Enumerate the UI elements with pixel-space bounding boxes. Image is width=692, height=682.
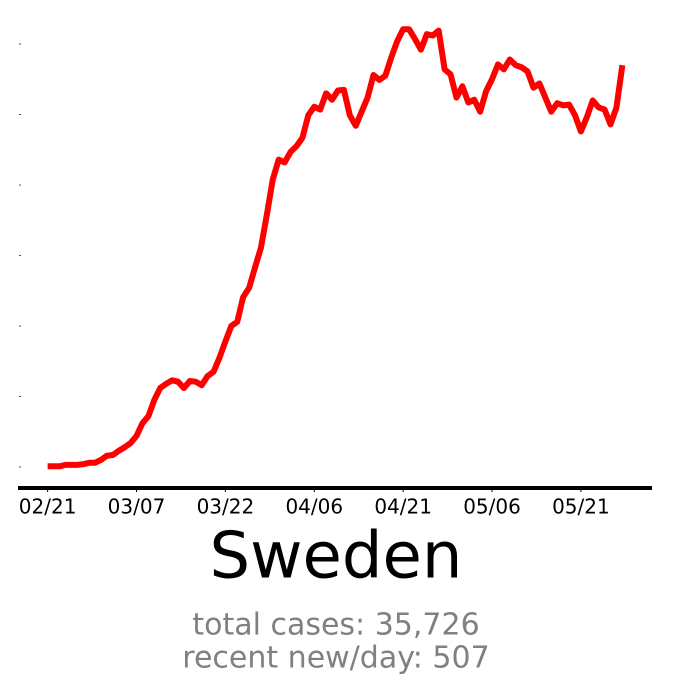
line (47, 26, 626, 470)
subtitle: recent new/day: 507 (182, 641, 489, 676)
x-tick-label: 05/21 (552, 495, 610, 519)
x-tick-label: 05/06 (463, 495, 521, 519)
x-tick-label: 02/21 (19, 495, 77, 519)
x-tick-label: 03/22 (197, 495, 255, 519)
x-tick-label: 03/07 (108, 495, 166, 519)
x-tick-label: 04/21 (374, 495, 432, 519)
x-tick-label: 04/06 (285, 495, 343, 519)
subtitle: total cases: 35,726 (192, 608, 479, 643)
chart-title: Sweden (210, 520, 463, 594)
